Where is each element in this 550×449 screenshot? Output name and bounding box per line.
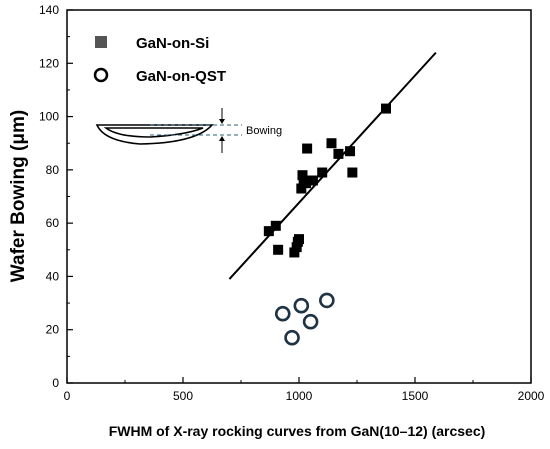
data-point-gan-on-si (273, 244, 284, 255)
data-point-gan-on-si (297, 170, 308, 181)
axis-ticks (66, 9, 532, 384)
y-axis-title: Wafer Bowing (μm) (8, 110, 29, 282)
wafer-shape (95, 124, 214, 145)
data-point-gan-on-si (345, 146, 356, 157)
data-point-gan-on-si (289, 247, 300, 258)
wafer-bowing-schematic: Bowing (95, 108, 282, 153)
data-point-gan-on-qst (284, 329, 300, 346)
x-tick-label: 1000 (286, 389, 313, 403)
data-point-gan-on-si (263, 226, 274, 237)
arrowhead-up-icon (219, 136, 225, 141)
plot-area-frame (66, 9, 532, 384)
legend: GaN-on-Si GaN-on-QST (93, 35, 226, 85)
x-tick-label: 0 (64, 389, 71, 403)
data-point-gan-on-qst (293, 297, 310, 314)
data-point-gan-on-si (294, 234, 304, 245)
legend-marker-gan-on-si (95, 36, 107, 48)
y-tick-label: 140 (39, 3, 59, 17)
data-point-gan-on-qst (274, 305, 291, 322)
data-point-gan-on-si (307, 175, 318, 186)
legend-label-gan-on-si: GaN-on-Si (136, 35, 209, 52)
y-tick-label: 40 (46, 269, 60, 283)
data-point-gan-on-si (270, 220, 281, 231)
data-point-gan-on-si (317, 167, 328, 178)
series-gan-on-qst (274, 292, 335, 346)
data-point-gan-on-si (302, 143, 313, 154)
data-point-gan-on-si (347, 167, 358, 178)
x-tick-label: 1500 (402, 389, 429, 403)
series-gan-on-si (263, 103, 391, 258)
y-tick-label: 120 (39, 56, 59, 70)
x-tick-label: 2000 (518, 389, 545, 403)
y-tick-label: 0 (52, 376, 59, 390)
y-tick-label: 60 (46, 216, 60, 230)
data-point-gan-on-si (291, 242, 302, 253)
data-point-gan-on-si (296, 183, 307, 194)
linear-fit-line (228, 51, 437, 280)
y-tick-label: 20 (46, 323, 60, 337)
data-point-gan-on-si (326, 138, 337, 149)
data-point-gan-on-si (381, 103, 391, 114)
bowing-annotation-label: Bowing (246, 125, 282, 137)
x-tick-label: 500 (173, 389, 193, 403)
data-point-gan-on-si (333, 148, 344, 159)
x-axis-title: FWHM of X-ray rocking curves from GaN(10… (109, 423, 486, 439)
y-tick-label: 100 (39, 110, 59, 124)
legend-label-gan-on-qst: GaN-on-QST (136, 68, 226, 85)
data-point-gan-on-si (300, 178, 311, 189)
arrowhead-down-icon (219, 119, 225, 124)
legend-marker-gan-on-qst (93, 67, 109, 83)
y-tick-label: 80 (46, 163, 60, 177)
axis-tick-labels: 0 500 1000 1500 2000 0 20 40 60 80 100 120 140 (39, 3, 545, 403)
data-point-gan-on-qst (302, 313, 319, 330)
data-point-gan-on-qst (319, 292, 335, 309)
